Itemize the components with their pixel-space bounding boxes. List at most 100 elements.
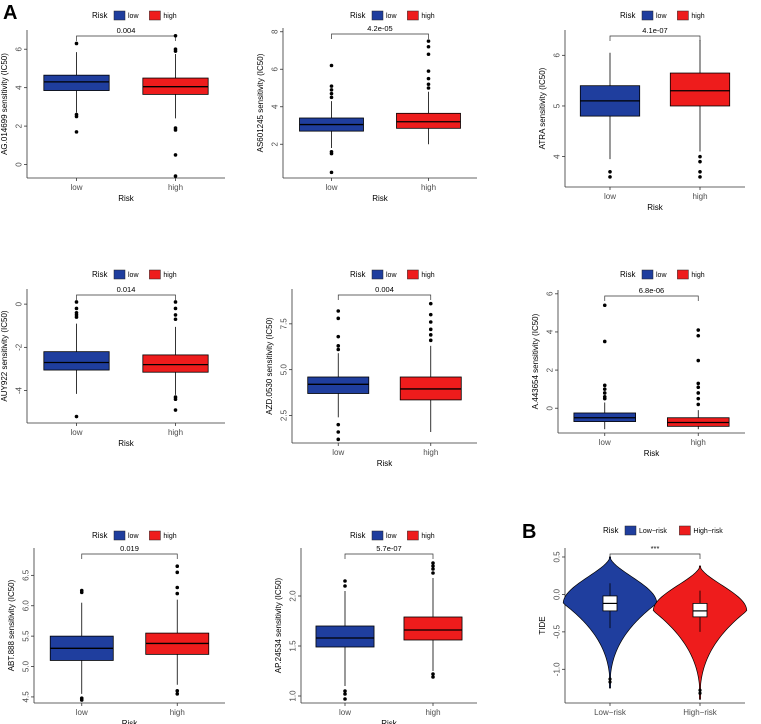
outlier-point — [336, 309, 341, 313]
outlier-point — [431, 561, 435, 565]
outlier-point — [426, 44, 431, 49]
outlier-point — [74, 306, 79, 311]
outlier-point — [329, 170, 334, 175]
box-high — [145, 564, 210, 696]
outlier-point — [428, 338, 433, 343]
outlier-point — [426, 82, 431, 87]
outlier-point — [74, 414, 79, 419]
box-low — [43, 41, 110, 134]
panel-label-a: A — [3, 2, 17, 24]
outlier-point — [173, 174, 178, 178]
legend: Risk Low−risk High−risk — [603, 525, 723, 536]
y-tick-label: 2.0 — [289, 590, 298, 602]
box-iqr — [43, 74, 110, 91]
outlier-point — [173, 153, 178, 157]
outlier-point — [602, 303, 607, 308]
box-low — [299, 63, 364, 175]
chart-panel-2: Risk low high 2 4 6 8 AS601245 sensitivity (IC5… — [256, 10, 477, 203]
x-tick-label-high: high — [423, 448, 438, 457]
legend-title: Risk — [620, 270, 637, 279]
significance-bracket — [337, 294, 432, 300]
legend-swatch-low — [641, 10, 654, 21]
box-iqr — [692, 603, 708, 618]
x-tick-label-low: low — [70, 183, 82, 192]
outlier-point — [428, 333, 433, 337]
panels-container: Risk low high 0 2 4 6 AG.014699 sensitivity (IC… — [0, 10, 748, 724]
outlier-point — [175, 689, 180, 693]
x-axis-title: Risk — [118, 439, 135, 448]
box-high — [669, 40, 731, 179]
legend-label-low: low — [656, 13, 667, 20]
legend-swatch-low — [371, 10, 384, 21]
x-axis-title: Risk — [122, 719, 139, 724]
box-low — [43, 300, 110, 419]
outlier-point — [329, 63, 334, 68]
x-axis-title: Risk — [647, 203, 664, 212]
outlier-point — [343, 584, 347, 588]
legend-label-high: high — [421, 13, 434, 20]
y-tick-label: 6 — [553, 53, 562, 58]
y-tick-label: 6 — [271, 66, 280, 71]
y-axis-title: AG.014699 sensitivity (IC50) — [0, 53, 9, 155]
y-tick-label: -4 — [15, 386, 24, 394]
outlier-point — [428, 327, 433, 332]
legend-title: Risk — [620, 11, 637, 20]
y-tick-label: 1.0 — [289, 690, 298, 702]
legend-swatch-high — [677, 10, 689, 21]
significance-bracket — [81, 553, 178, 559]
y-axis-title: AP.24534 sensitivity (IC50) — [274, 577, 283, 673]
y-tick-label: 2.5 — [280, 409, 289, 421]
y-tick-label: 4 — [271, 104, 280, 109]
legend: Risk low high — [92, 10, 177, 21]
outlier-point — [431, 564, 435, 568]
outlier-point — [698, 691, 702, 695]
legend-swatch-high — [407, 10, 419, 21]
y-tick-label: 6.0 — [22, 600, 31, 612]
y-axis-title: AS601245 sensitivity (IC50) — [256, 53, 265, 152]
y-tick-label: 7.5 — [280, 318, 289, 330]
outlier-point — [329, 91, 334, 96]
outlier-point — [74, 41, 79, 46]
legend-label-low: low — [128, 13, 139, 20]
legend: Risk low high — [620, 10, 705, 21]
significance-bracket — [344, 553, 434, 559]
y-axis-title: A.443654 sensitivity (IC50) — [531, 313, 540, 409]
box-high — [403, 561, 463, 679]
outlier-point — [336, 422, 341, 427]
outlier-point — [336, 316, 341, 321]
chart-panel-8: Risk low high 1.0 1.5 2.0 AP.24534 sensitivity… — [274, 530, 477, 724]
legend-label-high: high — [421, 533, 434, 540]
significance-bracket — [331, 33, 429, 39]
outlier-point — [602, 339, 607, 344]
outlier-point — [696, 328, 701, 332]
outlier-point — [698, 175, 702, 179]
box-high — [399, 301, 462, 432]
outlier-point — [602, 396, 607, 401]
outlier-point — [696, 358, 701, 363]
outlier-point — [431, 672, 435, 676]
legend-swatch-high — [407, 269, 419, 280]
y-tick-label: -0.5 — [553, 624, 562, 638]
y-tick-label: 5.5 — [22, 630, 31, 642]
y-axis-title: AZD.0530 sensitivity (IC50) — [265, 317, 274, 415]
box-iqr — [396, 112, 461, 129]
outlier-point — [173, 397, 178, 402]
significance-bracket — [609, 553, 701, 559]
chart-panel-7: Risk low high 4.5 5.0 5.5 6.0 6.5 ABT.888 sensit… — [7, 530, 225, 724]
outlier-point — [698, 170, 702, 174]
legend: Risk low high — [92, 530, 177, 541]
box-low — [579, 52, 641, 179]
outlier-point — [175, 692, 180, 696]
box-iqr — [142, 354, 209, 373]
box-iqr — [403, 616, 463, 641]
legend-swatch-high — [679, 525, 691, 536]
y-tick-label: 2 — [15, 123, 24, 128]
outlier-point — [602, 391, 607, 395]
box-iqr — [315, 625, 375, 648]
outlier-point — [173, 317, 178, 322]
outlier-point — [426, 52, 431, 57]
box-high — [142, 300, 209, 412]
legend-label-low: low — [386, 533, 397, 540]
outlier-point — [173, 300, 178, 304]
